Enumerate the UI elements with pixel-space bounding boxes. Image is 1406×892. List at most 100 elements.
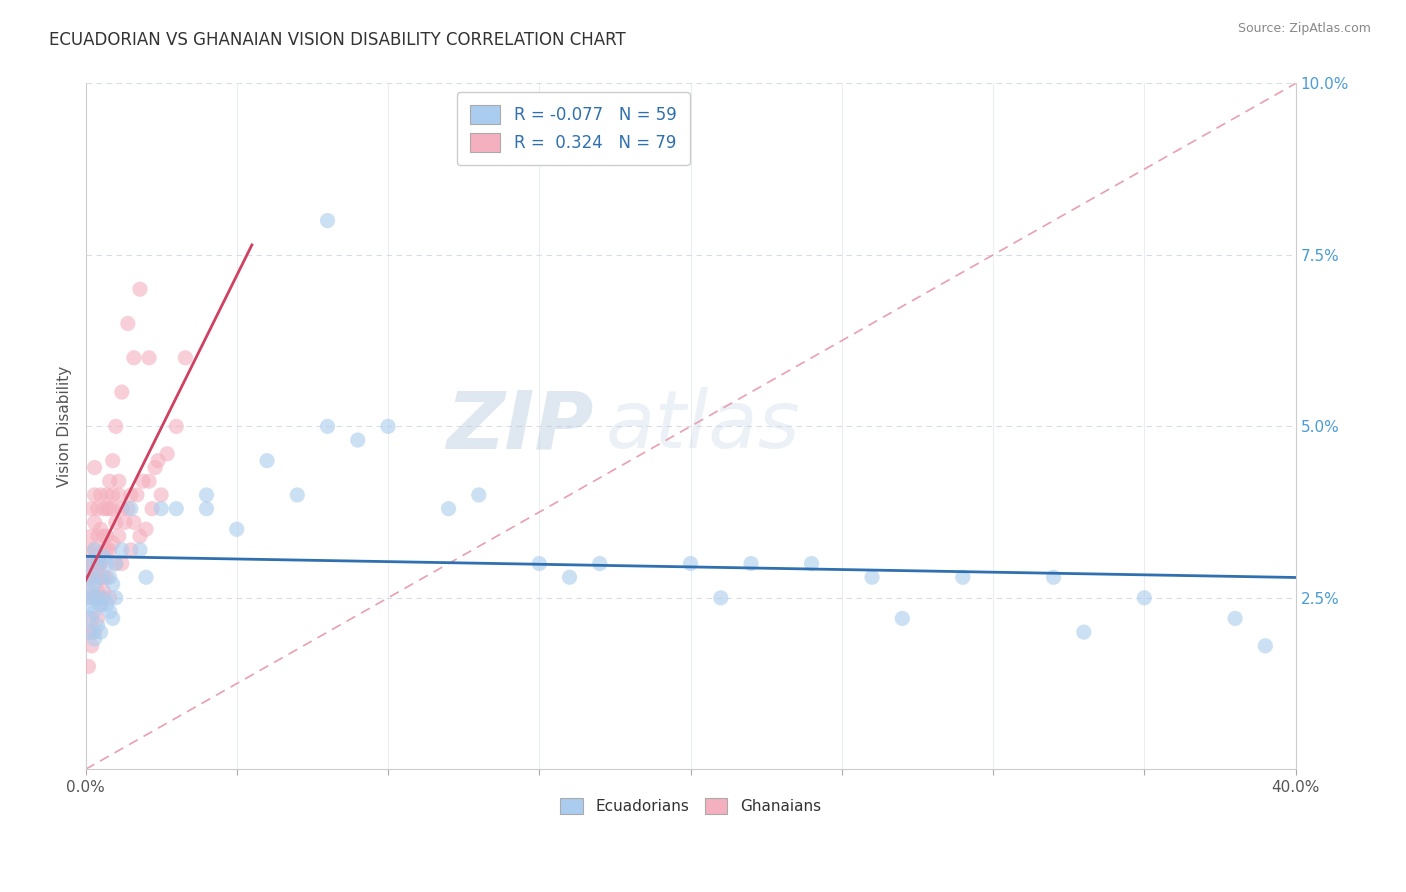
Point [77, 591, 100, 605]
Text: ECUADORIAN VS GHANAIAN VISION DISABILITY CORRELATION CHART: ECUADORIAN VS GHANAIAN VISION DISABILITY… [49, 31, 626, 49]
Point [90, 570, 112, 584]
Point [346, 433, 368, 447]
Point [83, 577, 105, 591]
Point [150, 488, 173, 502]
Point [529, 557, 551, 571]
Point [86, 557, 108, 571]
Point [107, 475, 129, 489]
Point [104, 516, 127, 530]
Point [77, 557, 100, 571]
Point [80, 557, 103, 571]
Point [96, 570, 118, 584]
Point [138, 475, 160, 489]
Point [86, 501, 108, 516]
Point [710, 591, 733, 605]
Point [101, 536, 124, 550]
Text: Source: ZipAtlas.com: Source: ZipAtlas.com [1237, 22, 1371, 36]
Point [104, 419, 127, 434]
Point [96, 501, 118, 516]
Point [165, 419, 187, 434]
Point [80, 591, 103, 605]
Point [129, 529, 152, 543]
Point [90, 625, 112, 640]
Point [98, 542, 121, 557]
Point [98, 591, 121, 605]
Point [122, 351, 145, 365]
Point [80, 529, 103, 543]
Point [156, 447, 179, 461]
Point [90, 488, 112, 502]
Point [93, 501, 115, 516]
Point [77, 584, 100, 599]
Point [135, 570, 157, 584]
Point [86, 618, 108, 632]
Point [90, 598, 112, 612]
Point [93, 529, 115, 543]
Point [80, 611, 103, 625]
Point [129, 282, 152, 296]
Point [93, 549, 115, 564]
Point [125, 488, 148, 502]
Point [111, 501, 134, 516]
Point [679, 557, 702, 571]
Point [83, 460, 105, 475]
Point [83, 591, 105, 605]
Point [86, 557, 108, 571]
Point [83, 542, 105, 557]
Point [316, 419, 339, 434]
Point [150, 501, 173, 516]
Point [96, 557, 118, 571]
Point [80, 570, 103, 584]
Point [90, 557, 112, 571]
Point [98, 605, 121, 619]
Text: atlas: atlas [606, 387, 800, 466]
Point [98, 501, 121, 516]
Point [195, 488, 218, 502]
Point [93, 570, 115, 584]
Point [316, 213, 339, 227]
Point [952, 570, 974, 584]
Point [800, 557, 823, 571]
Point [135, 522, 157, 536]
Point [132, 475, 155, 489]
Point [83, 570, 105, 584]
Point [98, 570, 121, 584]
Point [120, 488, 142, 502]
Point [101, 453, 124, 467]
Point [83, 516, 105, 530]
Point [120, 542, 142, 557]
Point [146, 453, 169, 467]
Point [80, 501, 103, 516]
Point [93, 542, 115, 557]
Point [107, 529, 129, 543]
Point [83, 542, 105, 557]
Point [437, 501, 460, 516]
Point [90, 522, 112, 536]
Point [195, 501, 218, 516]
Point [589, 557, 612, 571]
Point [77, 659, 100, 673]
Point [83, 632, 105, 646]
Point [93, 584, 115, 599]
Point [1133, 591, 1156, 605]
Point [117, 317, 139, 331]
Point [377, 419, 399, 434]
Point [101, 577, 124, 591]
Point [143, 460, 166, 475]
Point [468, 488, 491, 502]
Point [83, 488, 105, 502]
Point [101, 501, 124, 516]
Point [93, 591, 115, 605]
Point [80, 584, 103, 599]
Point [96, 542, 118, 557]
Point [77, 557, 100, 571]
Point [104, 591, 127, 605]
Point [90, 591, 112, 605]
Point [114, 516, 136, 530]
Point [77, 625, 100, 640]
Point [117, 501, 139, 516]
Point [86, 529, 108, 543]
Point [86, 611, 108, 625]
Point [101, 611, 124, 625]
Point [83, 605, 105, 619]
